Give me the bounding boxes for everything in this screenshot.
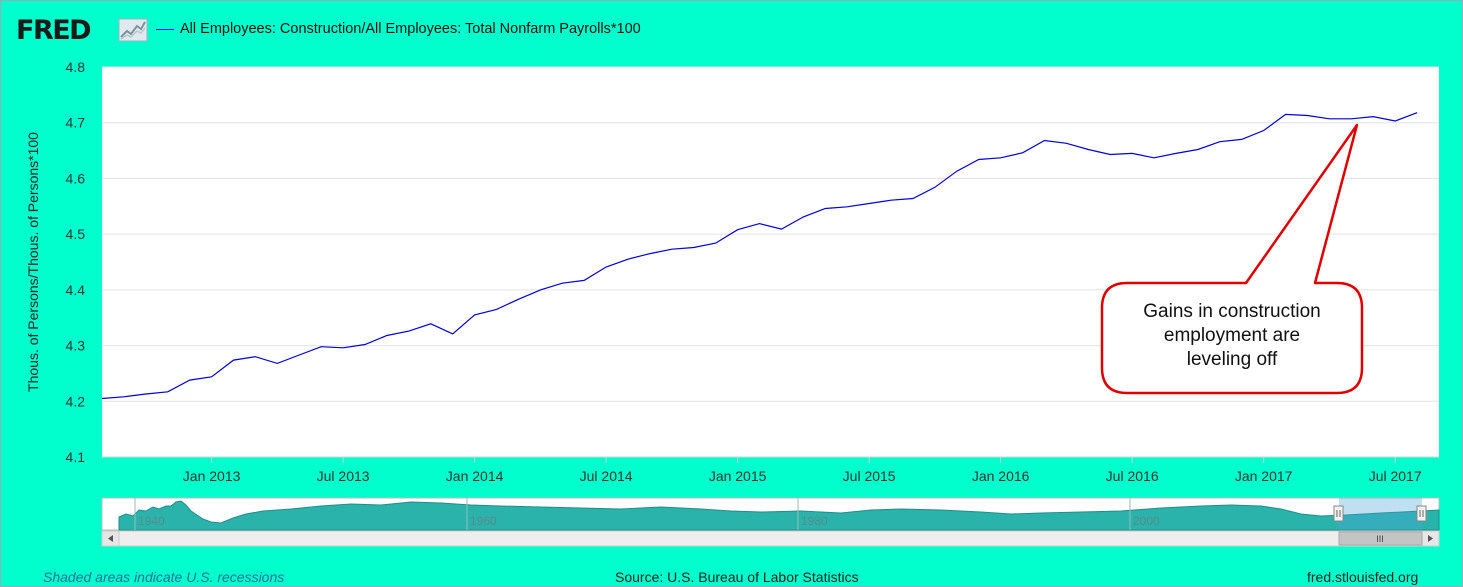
- navigator-label-1980: 1980: [801, 514, 828, 528]
- callout-bubble: [1100, 123, 1364, 395]
- x-axis-ticks: Jan 2013 Jul 2013 Jan 2014 Jul 2014 Jan 2015…: [183, 457, 1422, 484]
- y-tick-label: 4.7: [66, 115, 86, 131]
- x-tick-label: Jan 2015: [709, 468, 767, 484]
- x-tick-label: Jul 2013: [317, 468, 370, 484]
- y-tick-label: 4.1: [66, 449, 86, 465]
- source-note: Source: U.S. Bureau of Labor Statistics: [615, 569, 859, 585]
- series-line: [101, 112, 1418, 400]
- scrollbar-thumb: [1338, 531, 1423, 546]
- annotation-callout: Gains in construction employment are lev…: [1101, 283, 1363, 393]
- chart-legend[interactable]: All Employees: Construction/All Employee…: [156, 19, 641, 39]
- y-tick-label: 4.5: [66, 226, 86, 242]
- y-axis-ticks: 4.1 4.2 4.3 4.4 4.5 4.6 4.7 4.8: [66, 59, 86, 465]
- legend-series-label: All Employees: Construction/All Employee…: [180, 21, 641, 37]
- navigator-label-1940: 1940: [138, 514, 165, 528]
- navigator-selected-range: [1339, 498, 1422, 530]
- y-tick-label: 4.8: [66, 59, 86, 75]
- scrollbar-right-arrow[interactable]: [1421, 530, 1440, 547]
- fred-logo-graph-icon[interactable]: [118, 18, 148, 42]
- navigator-label-2000: 2000: [1133, 514, 1160, 528]
- x-tick-label: Jan 2016: [972, 468, 1030, 484]
- scrollbar-grip: III: [1376, 534, 1384, 544]
- fred-site-link[interactable]: fred.stlouisfed.org: [1307, 569, 1419, 585]
- x-tick-label: Jul 2017: [1369, 468, 1422, 484]
- y-tick-label: 4.2: [66, 393, 86, 409]
- navigator-area: [118, 500, 1440, 531]
- annotation-line-1: Gains in construction: [1143, 301, 1321, 322]
- x-tick-label: Jan 2017: [1235, 468, 1293, 484]
- annotation-line-3: leveling off: [1186, 349, 1278, 370]
- scrollbar-left-arrow[interactable]: [101, 530, 120, 547]
- y-tick-label: 4.4: [66, 282, 86, 298]
- y-axis-title: Thous. of Persons/Thous. of Persons*100: [25, 132, 41, 392]
- annotation-line-2: employment are: [1163, 325, 1301, 346]
- x-tick-label: Jul 2016: [1106, 468, 1159, 484]
- x-tick-label: Jan 2014: [446, 468, 504, 484]
- scrollbar-track: [101, 530, 1440, 547]
- x-tick-label: Jul 2014: [580, 468, 633, 484]
- fred-logo[interactable]: FRED: [16, 15, 92, 46]
- y-tick-label: 4.6: [66, 170, 86, 186]
- y-tick-label: 4.3: [66, 338, 86, 354]
- navigator-right-handle[interactable]: [1416, 505, 1427, 522]
- navigator-label-1960: 1960: [470, 514, 497, 528]
- navigator-left-handle[interactable]: [1333, 505, 1344, 522]
- x-tick-label: Jan 2013: [183, 468, 241, 484]
- legend-line-swatch: [156, 28, 174, 30]
- recession-note: Shaded areas indicate U.S. recessions: [43, 569, 285, 585]
- x-tick-label: Jul 2015: [843, 468, 896, 484]
